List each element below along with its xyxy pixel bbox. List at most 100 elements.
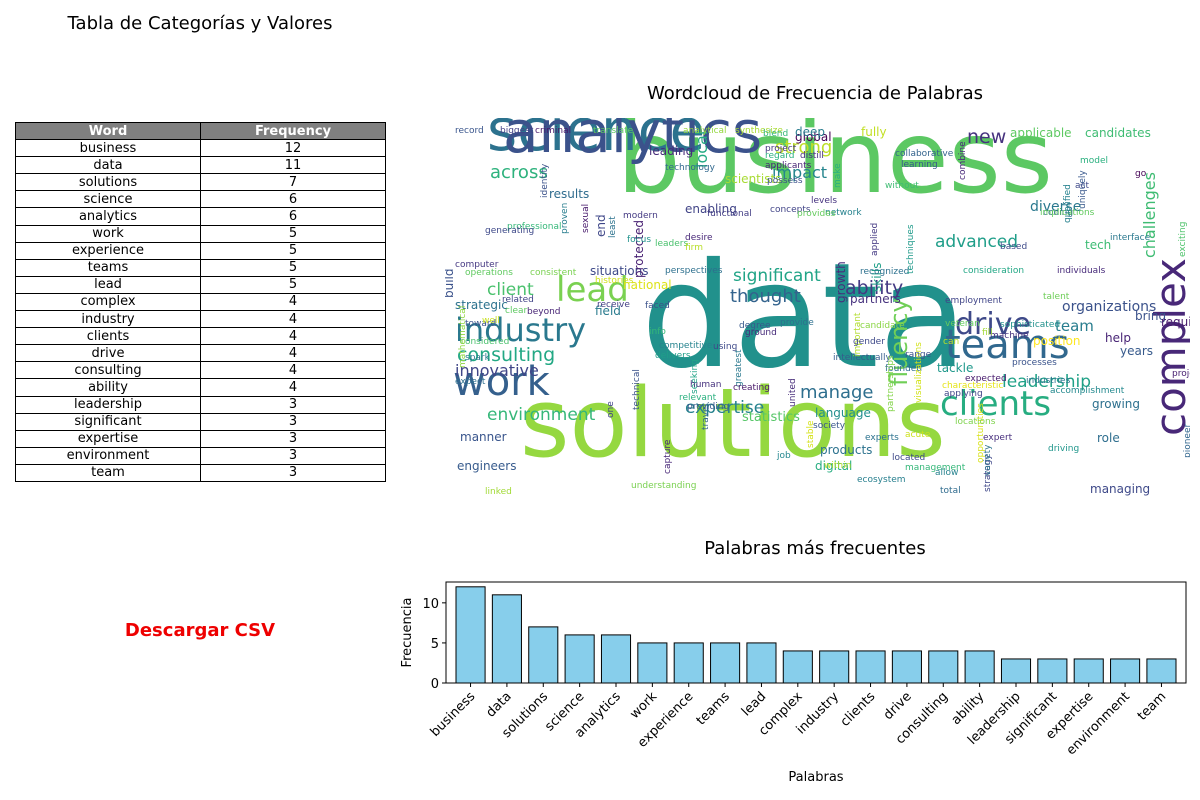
wordcloud-word: role xyxy=(1097,431,1120,445)
x-tick-label: clients xyxy=(838,689,879,730)
wordcloud-word: levels xyxy=(811,196,837,206)
table-row: analytics 6 xyxy=(15,207,386,226)
wordcloud-word: network xyxy=(825,208,862,218)
wordcloud-word: fully xyxy=(861,125,887,139)
table-body: business 12 data 11 solutions 7 science 6 analyt… xyxy=(15,139,386,482)
x-tick-label: drive xyxy=(881,689,915,723)
wordcloud-word: well xyxy=(482,316,500,326)
cell-frequency: 4 xyxy=(200,310,386,329)
wordcloud-word: tackle xyxy=(937,361,973,375)
bar xyxy=(782,650,813,684)
wordcloud-word: consideration xyxy=(963,266,1024,276)
cell-word: expertise xyxy=(15,429,201,448)
cell-frequency: 5 xyxy=(200,258,386,277)
wordcloud-word: machine xyxy=(990,331,1029,341)
table-row: experience 5 xyxy=(15,241,386,260)
wordcloud-word: sexual xyxy=(581,204,591,233)
bar xyxy=(891,650,922,684)
bar xyxy=(1000,658,1032,684)
wordcloud-word: organizations xyxy=(1062,299,1156,315)
wordcloud-word: clear xyxy=(505,306,528,316)
x-tick-label: team xyxy=(1135,689,1169,723)
x-tick-label: work xyxy=(627,689,660,722)
cell-word: leadership xyxy=(15,395,201,414)
wordcloud-word: team xyxy=(1055,317,1094,335)
wordcloud-word: one xyxy=(606,401,616,418)
y-tick-label: 5 xyxy=(431,637,439,652)
wordcloud-word: desire xyxy=(685,233,713,243)
wordcloud-word: ability xyxy=(845,277,903,299)
wordcloud-word: can xyxy=(943,337,959,347)
wordcloud-word: environment xyxy=(487,405,596,425)
table-row: consulting 4 xyxy=(15,361,386,380)
wordcloud-word: digital xyxy=(815,459,852,473)
wordcloud-word: complex xyxy=(1146,258,1190,436)
cell-word: significant xyxy=(15,412,201,431)
wordcloud-word: build xyxy=(445,268,456,298)
wordcloud-word: human xyxy=(690,380,721,390)
wordcloud-word: within xyxy=(824,461,851,471)
wordcloud-word: total xyxy=(940,486,961,496)
wordcloud-word: management xyxy=(905,463,966,473)
table-row: data 11 xyxy=(15,156,386,175)
wordcloud-word: significant xyxy=(733,266,821,286)
bar xyxy=(710,642,741,684)
wordcloud-word: products xyxy=(820,443,872,457)
wordcloud-word: individuals xyxy=(1057,266,1106,276)
wordcloud-word: opportunities xyxy=(976,403,986,463)
wordcloud-word: intellectually xyxy=(833,353,892,363)
cell-word: team xyxy=(15,463,201,482)
bar xyxy=(855,650,886,684)
wordcloud-word: employment xyxy=(945,296,1002,306)
wordcloud-word: info xyxy=(649,327,666,337)
wordcloud-word: characteristic xyxy=(942,381,1003,391)
wordcloud-word: concepts xyxy=(770,205,811,215)
wordcloud-word: competitive xyxy=(659,341,713,351)
bar xyxy=(528,626,559,684)
bar xyxy=(1146,658,1177,684)
wordcloud-word: spark xyxy=(465,353,491,363)
wordcloud-word: sophisticated xyxy=(1000,320,1060,330)
cell-word: clients xyxy=(15,327,201,346)
cell-word: drive xyxy=(15,344,201,363)
cell-frequency: 3 xyxy=(200,429,386,448)
wordcloud-word: understanding xyxy=(631,481,696,491)
x-tick-label: data xyxy=(483,689,514,720)
bar xyxy=(928,650,959,684)
wordcloud-word: lead xyxy=(556,270,629,310)
wordcloud-word: recognized xyxy=(860,267,909,277)
download-csv-link[interactable]: Descargar CSV xyxy=(124,620,276,641)
wordcloud-word: national xyxy=(623,278,672,292)
wordcloud-word: generating xyxy=(485,226,534,236)
bar xyxy=(964,650,995,684)
wordcloud-word: manage xyxy=(800,382,874,403)
bar xyxy=(637,642,668,684)
wordcloud-word: project xyxy=(765,144,797,154)
wordcloud-word: position xyxy=(1033,334,1081,348)
wordcloud-word: criminal xyxy=(535,126,571,136)
wordcloud-word: accomplishment xyxy=(1050,386,1125,396)
wordcloud-word: processes xyxy=(1012,358,1057,368)
wordcloud-word: business xyxy=(617,118,1053,216)
wordcloud-word: qualified xyxy=(1063,184,1073,223)
wordcloud-word: provides xyxy=(797,209,836,219)
wordcloud-word: relevant xyxy=(679,393,717,403)
table-row: drive 4 xyxy=(15,344,386,363)
cell-frequency: 6 xyxy=(200,190,386,209)
wordcloud-word: make xyxy=(833,163,843,188)
wordcloud-word: capture xyxy=(663,439,673,474)
wordcloud-word: years xyxy=(1120,344,1153,358)
header-frequency: Frequency xyxy=(200,121,386,141)
cell-word: consulting xyxy=(15,361,201,380)
x-tick-label: business xyxy=(428,689,479,740)
cell-word: data xyxy=(15,156,201,175)
table-row: complex 4 xyxy=(15,292,386,312)
wordcloud-word: driving xyxy=(1048,444,1079,454)
wordcloud-word: global xyxy=(795,130,832,144)
wordcloud-word: veteran xyxy=(945,319,980,329)
wordcloud-word: act xyxy=(1075,181,1089,191)
wordcloud-word: consulting xyxy=(457,344,555,366)
cell-word: work xyxy=(15,224,201,243)
wordcloud-word: growing xyxy=(1092,397,1140,411)
header-word: Word xyxy=(15,121,201,141)
